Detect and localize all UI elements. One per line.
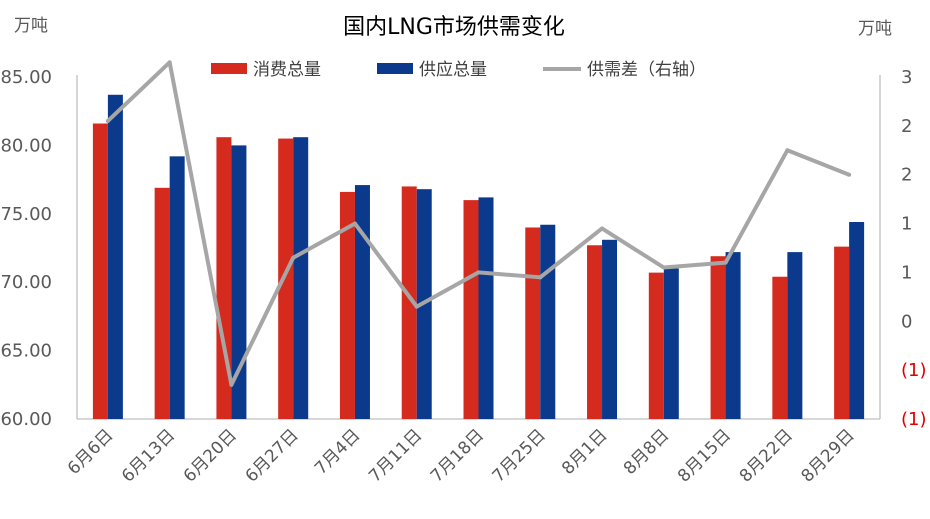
bar-supply: [849, 222, 865, 419]
bar-consumption: [278, 138, 294, 419]
gap-point: [414, 304, 419, 309]
x-tick-label: 8月29日: [798, 425, 859, 486]
bar-consumption: [154, 187, 170, 419]
bar-consumption: [339, 191, 355, 419]
x-tick-label: 6月6日: [64, 425, 117, 478]
x-tick-label: 8月8日: [620, 425, 673, 478]
right-tick-label: 1: [901, 262, 912, 283]
x-tick-label: 6月27日: [242, 425, 303, 486]
gap-point: [352, 221, 357, 226]
gap-point: [661, 265, 666, 270]
legend-label-gap: 供需差（右轴）: [587, 60, 706, 80]
bar-supply: [169, 156, 185, 419]
right-tick-label: 0: [901, 311, 912, 332]
x-tick-label: 7月11日: [365, 425, 426, 486]
gap-point: [105, 118, 110, 123]
x-tick-label: 7月18日: [427, 425, 488, 486]
bar-supply: [231, 145, 247, 419]
gap-point: [291, 255, 296, 260]
left-tick-label: 65.00: [0, 341, 52, 362]
bars: [92, 94, 865, 420]
x-tick-label: 6月13日: [118, 425, 179, 486]
bar-supply: [354, 185, 370, 419]
gap-point: [847, 172, 852, 177]
gap-point: [538, 275, 543, 280]
bar-consumption: [216, 137, 232, 419]
bar-supply: [602, 239, 618, 419]
legend: 消费总量 供应总量 供需差（右轴）: [211, 60, 706, 80]
x-tick-label: 6月20日: [180, 425, 241, 486]
gap-point: [600, 226, 605, 231]
left-axis-ticks: 85.00 80.00 75.00 70.00 65.00 60.00: [0, 67, 52, 430]
bar-supply: [293, 137, 309, 419]
gap-point: [723, 260, 728, 265]
gap-line: [105, 60, 852, 387]
bar-consumption: [401, 186, 417, 419]
legend-label-consumption: 消费总量: [253, 60, 321, 80]
legend-label-supply: 供应总量: [419, 60, 487, 80]
bar-consumption: [772, 276, 788, 419]
bar-supply: [478, 197, 494, 419]
gap-point: [229, 382, 234, 387]
legend-swatch-supply: [377, 63, 413, 74]
bar-consumption: [834, 246, 850, 419]
bar-supply: [540, 224, 556, 419]
left-tick-label: 75.00: [0, 204, 52, 225]
x-tick-label: 7月25日: [489, 425, 550, 486]
right-axis-unit: 万吨: [858, 19, 892, 39]
bar-supply: [787, 252, 803, 419]
bar-consumption: [587, 245, 603, 419]
left-tick-label: 60.00: [0, 409, 52, 430]
bar-supply: [107, 94, 123, 419]
bar-consumption: [463, 200, 479, 419]
gap-point: [167, 60, 172, 65]
left-tick-label: 80.00: [0, 135, 52, 156]
right-tick-label: 3: [901, 67, 912, 88]
gap-point: [476, 270, 481, 275]
chart-title: 国内LNG市场供需变化: [343, 15, 565, 40]
bar-consumption: [710, 256, 726, 419]
right-tick-label: (1): [901, 409, 927, 430]
legend-swatch-consumption: [211, 63, 247, 74]
right-tick-label: (1): [901, 360, 927, 381]
bar-supply: [725, 252, 741, 419]
bar-consumption: [525, 227, 541, 419]
x-tick-label: 8月15日: [674, 425, 735, 486]
x-axis-ticks: 6月6日 6月13日 6月20日 6月27日 7月4日 7月11日 7月18日 7月25日 8月…: [64, 425, 859, 486]
left-tick-label: 70.00: [0, 272, 52, 293]
left-axis-unit: 万吨: [14, 16, 48, 36]
bar-consumption: [648, 272, 664, 419]
gap-point: [785, 148, 790, 153]
bar-supply: [663, 268, 679, 419]
left-tick-label: 85.00: [0, 67, 52, 88]
right-tick-label: 2: [901, 165, 912, 186]
bar-consumption: [92, 123, 108, 420]
right-tick-label: 2: [901, 116, 912, 137]
x-tick-label: 7月4日: [311, 425, 364, 478]
x-tick-label: 8月1日: [558, 425, 611, 478]
right-tick-label: 1: [901, 214, 912, 235]
right-axis-ticks: 3 2 2 1 1 0 (1) (1): [901, 67, 927, 430]
x-tick-label: 8月22日: [736, 425, 797, 486]
